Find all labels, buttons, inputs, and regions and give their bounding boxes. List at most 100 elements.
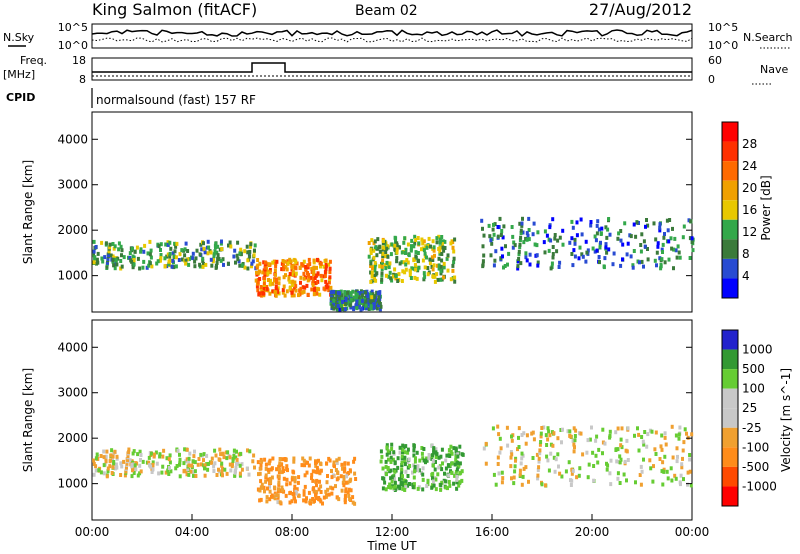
heatmap-cell — [543, 229, 547, 234]
heatmap-cell — [505, 425, 509, 430]
heatmap-cell — [264, 479, 268, 484]
heatmap-cell — [94, 456, 98, 461]
heatmap-cell — [591, 450, 595, 455]
heatmap-cell — [639, 243, 643, 247]
heatmap-cell — [432, 446, 436, 451]
heatmap-cell — [168, 453, 172, 458]
heatmap-cell — [370, 298, 374, 303]
heatmap-cell — [239, 247, 243, 252]
heatmap-cell — [235, 461, 238, 466]
heatmap-cell — [496, 234, 500, 239]
heatmap-cell — [249, 242, 253, 247]
heatmap-cell — [517, 249, 521, 254]
heatmap-cell — [413, 234, 417, 239]
heatmap-cell — [451, 240, 455, 245]
heatmap-cell — [258, 488, 262, 493]
heatmap-cell — [689, 483, 693, 488]
velocity-colorbar: Velocity [m s^-1] -1000-500-100-25251005… — [721, 329, 793, 507]
heatmap-cell — [519, 235, 523, 240]
heatmap-cell — [539, 440, 543, 444]
heatmap-cell — [431, 471, 435, 476]
heatmap-cell — [290, 477, 294, 482]
heatmap-cell — [394, 274, 398, 279]
heatmap-cell — [551, 255, 555, 260]
heatmap-cell — [258, 277, 262, 281]
heatmap-cell — [414, 456, 417, 461]
heatmap-cell — [227, 243, 230, 248]
heatmap-cell — [215, 473, 219, 477]
heatmap-cell — [532, 437, 536, 442]
heatmap-cell — [593, 234, 597, 239]
heatmap-cell — [417, 468, 421, 473]
heatmap-cell — [492, 222, 495, 227]
heatmap-cell — [552, 431, 556, 436]
heatmap-cell — [626, 241, 630, 246]
heatmap-cell — [426, 478, 430, 483]
heatmap-cell — [367, 307, 371, 311]
heatmap-cell — [540, 426, 544, 430]
heatmap-cell — [138, 266, 142, 271]
heatmap-cell — [343, 461, 347, 466]
heatmap-cell — [139, 247, 143, 252]
heatmap-cell — [229, 468, 233, 473]
heatmap-cell — [639, 482, 643, 487]
heatmap-cell — [440, 258, 444, 263]
heatmap-cell — [302, 489, 306, 494]
heatmap-cell — [444, 466, 448, 471]
heatmap-cell — [311, 487, 315, 492]
heatmap-cell — [282, 267, 286, 272]
heatmap-cell — [535, 452, 539, 457]
heatmap-cell — [522, 466, 526, 471]
heatmap-cell — [349, 488, 353, 493]
heatmap-cell — [439, 454, 443, 459]
heatmap-cell — [687, 218, 691, 223]
heatmap-cell — [293, 479, 297, 484]
heatmap-cell — [344, 296, 348, 301]
heatmap-cell — [540, 482, 544, 487]
heatmap-cell — [656, 241, 660, 246]
heatmap-cell — [442, 261, 446, 266]
heatmap-cell — [347, 487, 351, 492]
heatmap-cell — [573, 434, 577, 438]
heatmap-cell — [193, 259, 197, 264]
heatmap-cell — [335, 461, 339, 465]
heatmap-cell — [262, 260, 266, 265]
colorbar-tick-label: 500 — [742, 362, 765, 376]
heatmap-cell — [656, 244, 660, 249]
heatmap-cell — [387, 265, 391, 270]
heatmap-cell — [431, 267, 435, 272]
x-tick-label: 04:00 — [175, 525, 210, 539]
heatmap-cell — [327, 262, 331, 267]
heatmap-cell — [539, 431, 543, 436]
heatmap-cell — [401, 447, 404, 452]
heatmap-cell — [663, 232, 666, 236]
heatmap-cell — [381, 260, 384, 265]
heatmap-cell — [394, 276, 398, 281]
heatmap-cell — [111, 454, 115, 459]
heatmap-cell — [635, 220, 639, 225]
heatmap-cell — [667, 239, 671, 244]
heatmap-cell — [293, 280, 297, 285]
heatmap-cell — [259, 285, 263, 289]
heatmap-cell — [218, 447, 222, 452]
heatmap-cell — [277, 470, 281, 474]
heatmap-cell — [223, 467, 227, 472]
heatmap-cell — [500, 470, 504, 475]
heatmap-cell — [609, 458, 613, 463]
heatmap-cell — [434, 447, 438, 452]
heatmap-cell — [402, 482, 406, 487]
heatmap-cell — [143, 243, 147, 248]
heatmap-cell — [573, 445, 576, 450]
nsky-label: N.Sky — [3, 31, 35, 44]
heatmap-cell — [228, 455, 232, 460]
heatmap-cell — [616, 476, 620, 481]
heatmap-cell — [372, 295, 376, 300]
heatmap-cell — [319, 261, 323, 266]
heatmap-cell — [138, 463, 142, 468]
heatmap-cell — [690, 236, 694, 241]
heatmap-cell — [615, 459, 619, 464]
heatmap-cell — [212, 469, 216, 473]
heatmap-cell — [369, 304, 373, 309]
heatmap-cell — [521, 230, 525, 235]
